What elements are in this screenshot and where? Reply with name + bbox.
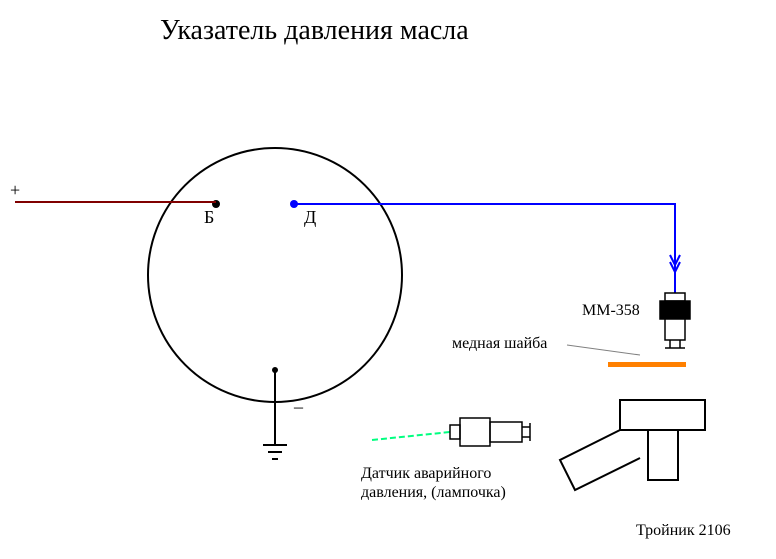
sensor-label-line2: давления, (лампочка)	[361, 484, 506, 501]
diagram-title: Указатель давления масла	[160, 15, 469, 47]
blue-wire	[294, 204, 675, 293]
troynik-label: Тройник 2106	[636, 522, 731, 540]
emergency-sensor	[450, 418, 530, 446]
sensor-label: Датчик аварийного давления, (лампочка)	[361, 464, 506, 502]
ground-symbol	[263, 445, 287, 459]
washer-label: медная шайба	[452, 335, 547, 353]
minus-label: _	[294, 390, 303, 411]
plus-label: +	[10, 180, 20, 201]
terminal-b-label: Б	[204, 207, 214, 228]
sensor-label-line1: Датчик аварийного	[361, 465, 491, 482]
washer-label-line	[567, 345, 640, 355]
gauge-circle	[148, 148, 402, 402]
copper-washer	[608, 362, 686, 367]
terminal-d-label: Д	[304, 207, 316, 228]
mm358-label: ММ-358	[582, 302, 640, 320]
ground-terminal-dot	[272, 367, 278, 373]
green-wire	[372, 432, 450, 440]
mm358-sensor	[660, 293, 690, 348]
troynik-fitting	[560, 400, 705, 490]
